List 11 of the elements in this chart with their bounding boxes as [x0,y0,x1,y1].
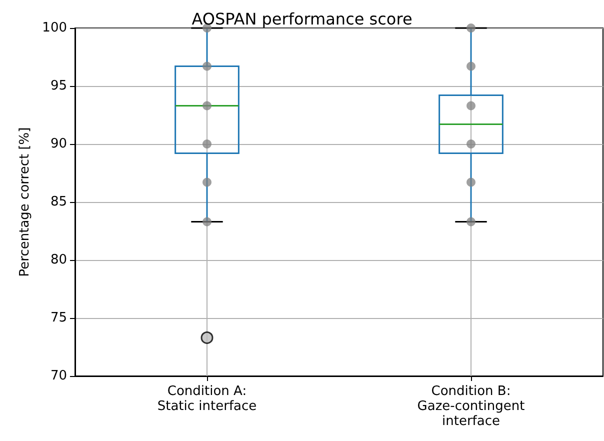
y-tick-label: 100 [42,20,67,36]
y-tick-label: 70 [50,368,67,384]
y-tick-label: 95 [50,78,67,94]
y-tick-label: 80 [50,252,67,268]
y-tick-label: 85 [50,194,67,210]
x-tick-label: Condition B: Gaze-contingent interface [417,384,525,429]
x-tick-label: Condition A: Static interface [157,384,257,414]
y-tick-label: 75 [50,310,67,326]
chart-title: AOSPAN performance score [192,10,412,28]
y-tick-label: 90 [50,136,67,152]
y-axis-title: Percentage correct [%] [17,127,32,277]
